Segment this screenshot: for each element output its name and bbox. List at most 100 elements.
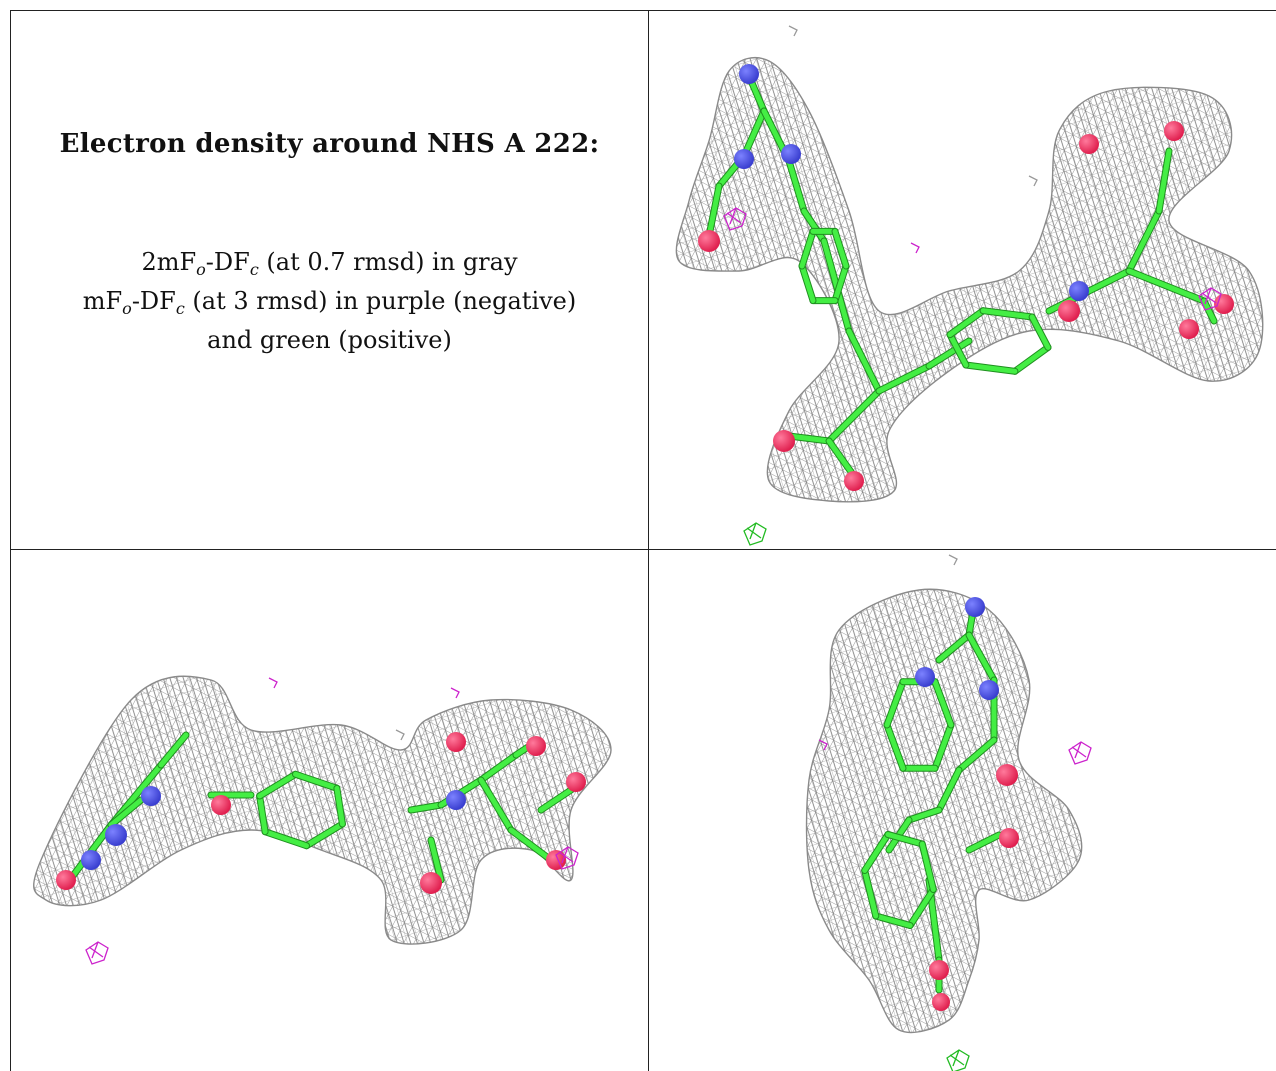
bond (926, 338, 972, 369)
bond (884, 679, 906, 728)
bond (408, 802, 444, 813)
nitrogen-atom (446, 790, 466, 810)
bond (907, 887, 936, 928)
bond (334, 785, 345, 827)
oxygen-atom (773, 430, 795, 452)
bond (1201, 298, 1217, 324)
ligand-bonds (705, 72, 1218, 480)
nitrogen-atom (81, 850, 101, 870)
nitrogen-atom (141, 786, 161, 806)
caption-cell: Electron density around NHS A 222: 2mFo-… (11, 11, 648, 549)
bond (262, 829, 309, 849)
bond (832, 228, 849, 269)
bond (963, 362, 1018, 374)
oxygen-atom (526, 736, 546, 756)
bond (1012, 344, 1051, 374)
oxygen-atom (929, 960, 949, 980)
density-view-bottom-right (649, 550, 1275, 1071)
oxygen-atom (56, 870, 76, 890)
grid-horizontal-divider (11, 549, 1276, 550)
nitrogen-atom (781, 144, 801, 164)
caption-line-green: and green (positive) (207, 326, 452, 354)
density-view-top-right (649, 11, 1275, 549)
ligand-bonds (861, 601, 1003, 994)
difference-density-positive (946, 1049, 970, 1071)
nitrogen-atom (734, 149, 754, 169)
grid-left-border (10, 10, 11, 1071)
oxygen-atom (446, 732, 466, 752)
difference-density-positive (743, 522, 767, 546)
nitrogen-atom (965, 597, 985, 617)
bond (956, 737, 997, 773)
bond (936, 632, 972, 663)
nitrogen-atom (105, 824, 127, 846)
oxygen-atom (420, 872, 442, 894)
oxygen-atom (1179, 319, 1199, 339)
bond (884, 722, 906, 771)
stray-mesh (1028, 175, 1038, 187)
bond (538, 787, 574, 813)
bond (799, 228, 816, 269)
oxygen-atom (932, 993, 950, 1011)
bond (1029, 314, 1051, 350)
bond (846, 328, 882, 394)
bond (1126, 268, 1207, 304)
oxygen-atom (1164, 121, 1184, 141)
bond (862, 868, 879, 919)
difference-density-negative (450, 687, 460, 699)
difference-density-negative (555, 846, 579, 870)
bond (906, 807, 942, 823)
stray-mesh (395, 729, 405, 741)
nitrogen-atom (739, 64, 759, 84)
bond (304, 821, 345, 849)
stray-mesh (788, 25, 798, 37)
bond (158, 732, 189, 768)
caption-body: 2mFo-DFc (at 0.7 rmsd) in gray mFo-DFc (… (11, 243, 648, 360)
oxygen-atom (546, 850, 566, 870)
bond (966, 832, 1002, 853)
difference-density-negative (1198, 287, 1222, 311)
bond (932, 722, 954, 771)
bond (786, 433, 832, 444)
bond (966, 632, 997, 683)
bond (801, 208, 827, 244)
grid-top-border (11, 10, 1276, 11)
oxygen-atom (1058, 300, 1080, 322)
bond (832, 263, 849, 304)
bond (741, 108, 767, 159)
density-svg-top-right (675, 25, 1264, 546)
bond (108, 797, 144, 828)
bond (919, 841, 936, 892)
oxygen-atom (698, 230, 720, 252)
bond (947, 332, 969, 368)
bond (936, 767, 962, 813)
grid-vertical-divider (648, 10, 649, 1071)
difference-density-negative (723, 207, 747, 231)
density-mesh-outline (805, 588, 1083, 1034)
bond (293, 771, 340, 791)
bond (478, 777, 514, 833)
nitrogen-atom (915, 667, 935, 687)
caption-line-2mfo: 2mFo-DFc (at 0.7 rmsd) in gray (141, 248, 518, 279)
bond (947, 308, 986, 338)
density-mesh-outline (675, 57, 1264, 503)
oxygen-atom (1079, 134, 1099, 154)
bond (257, 793, 268, 835)
density-view-bottom-left (11, 550, 648, 1071)
difference-density-negative (910, 242, 920, 254)
bond (980, 308, 1035, 320)
stray-mesh (948, 554, 958, 566)
nitrogen-atom (979, 680, 999, 700)
difference-density-negative (1068, 741, 1092, 765)
oxygen-atom (999, 828, 1019, 848)
caption-line-mfo: mFo-DFc (at 3 rmsd) in purple (negative) (82, 287, 577, 318)
difference-density-negative (85, 941, 109, 965)
bond (508, 827, 554, 863)
bond (786, 158, 807, 214)
oxygen-atom (844, 471, 864, 491)
difference-density-negative (268, 677, 278, 689)
oxygen-atom (211, 795, 231, 815)
bond (799, 263, 816, 304)
bond (862, 832, 891, 873)
